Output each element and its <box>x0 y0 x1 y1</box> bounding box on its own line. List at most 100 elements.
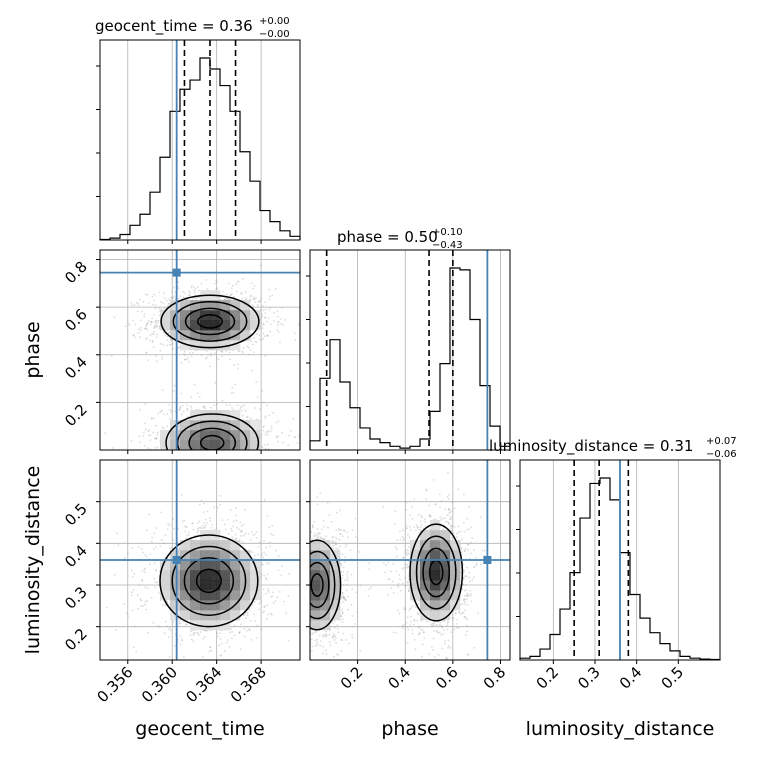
sample-point <box>195 454 197 456</box>
sample-point <box>450 631 453 634</box>
sample-point <box>243 404 245 407</box>
sample-point <box>275 549 277 552</box>
sample-point <box>196 285 199 288</box>
sample-point <box>233 451 235 453</box>
sample-point <box>242 523 245 526</box>
density-cell <box>180 340 191 351</box>
sample-point <box>180 413 183 416</box>
sample-point <box>203 405 206 408</box>
sample-point <box>289 429 292 432</box>
sample-point <box>262 309 265 312</box>
sample-point <box>265 578 268 581</box>
sample-point <box>127 615 129 618</box>
sample-point <box>142 551 144 554</box>
sample-point <box>244 617 247 620</box>
sample-point <box>202 522 205 524</box>
sample-point <box>123 557 126 559</box>
sample-point <box>154 581 157 584</box>
sample-point <box>256 553 259 556</box>
sample-point <box>255 341 258 344</box>
sample-point <box>205 356 208 359</box>
sample-point <box>203 635 206 638</box>
density-cell <box>230 340 241 351</box>
sample-point <box>266 562 268 565</box>
sample-point <box>127 322 130 325</box>
sample-point <box>177 625 180 628</box>
sample-point <box>238 631 241 634</box>
density-cell <box>230 320 241 331</box>
sample-point <box>153 327 156 329</box>
sample-point <box>219 637 222 640</box>
sample-point <box>191 455 193 457</box>
sample-point <box>134 336 136 339</box>
sample-point <box>193 632 196 635</box>
sample-point <box>229 294 232 297</box>
sample-point <box>158 453 160 455</box>
sample-point <box>470 552 472 555</box>
density-cell <box>200 340 211 351</box>
sample-point <box>407 584 410 587</box>
sample-point <box>168 403 171 406</box>
sample-point <box>237 367 239 370</box>
sample-point <box>169 629 172 632</box>
sample-point <box>402 537 405 539</box>
sample-point <box>155 438 158 440</box>
histogram-steps <box>99 57 301 241</box>
sample-point <box>423 637 426 640</box>
sample-point <box>190 630 192 633</box>
sample-point <box>259 308 262 311</box>
sample-point <box>146 294 149 296</box>
sample-point <box>155 325 158 328</box>
sample-point <box>151 457 153 459</box>
sample-point <box>263 606 266 608</box>
sample-point <box>152 346 155 348</box>
density-cell <box>200 320 211 331</box>
sample-point <box>130 591 133 594</box>
sample-point <box>229 673 231 675</box>
sample-point <box>261 446 264 449</box>
sample-point <box>241 350 244 353</box>
sample-point <box>435 629 438 632</box>
sample-point <box>277 440 279 443</box>
density-cell <box>230 580 241 591</box>
sample-point <box>472 576 475 579</box>
sample-point <box>275 288 277 290</box>
sample-point <box>214 352 216 355</box>
sample-point <box>216 287 219 290</box>
sample-point <box>270 612 272 615</box>
sample-point <box>463 598 465 601</box>
sample-point <box>456 536 458 538</box>
sample-point <box>251 531 254 533</box>
sample-point <box>244 409 247 412</box>
sample-point <box>456 626 459 629</box>
density-cell <box>160 570 171 581</box>
sample-point <box>279 341 281 344</box>
sample-point <box>264 577 267 580</box>
sample-point <box>439 516 442 519</box>
sample-point <box>162 307 165 310</box>
sample-point <box>409 525 411 528</box>
sample-point <box>194 288 197 290</box>
density-contour <box>160 294 260 349</box>
density-cell <box>180 430 191 441</box>
sample-point <box>406 581 409 583</box>
sample-point <box>475 564 478 567</box>
density-cell <box>250 570 261 581</box>
sample-point <box>202 511 205 514</box>
sample-point <box>440 519 443 521</box>
sample-point <box>398 573 401 576</box>
sample-point <box>141 569 144 572</box>
density-cell <box>230 430 241 441</box>
sample-point <box>272 534 275 537</box>
sample-point <box>255 297 257 299</box>
sample-point <box>247 346 250 349</box>
sample-point <box>265 320 268 323</box>
sample-point <box>149 323 152 326</box>
sample-point <box>180 392 183 395</box>
density-cell <box>240 320 251 331</box>
sample-point <box>430 623 433 626</box>
sample-point <box>251 551 254 554</box>
sample-point <box>262 588 265 591</box>
sample-point <box>221 351 224 353</box>
sample-point <box>178 622 181 624</box>
